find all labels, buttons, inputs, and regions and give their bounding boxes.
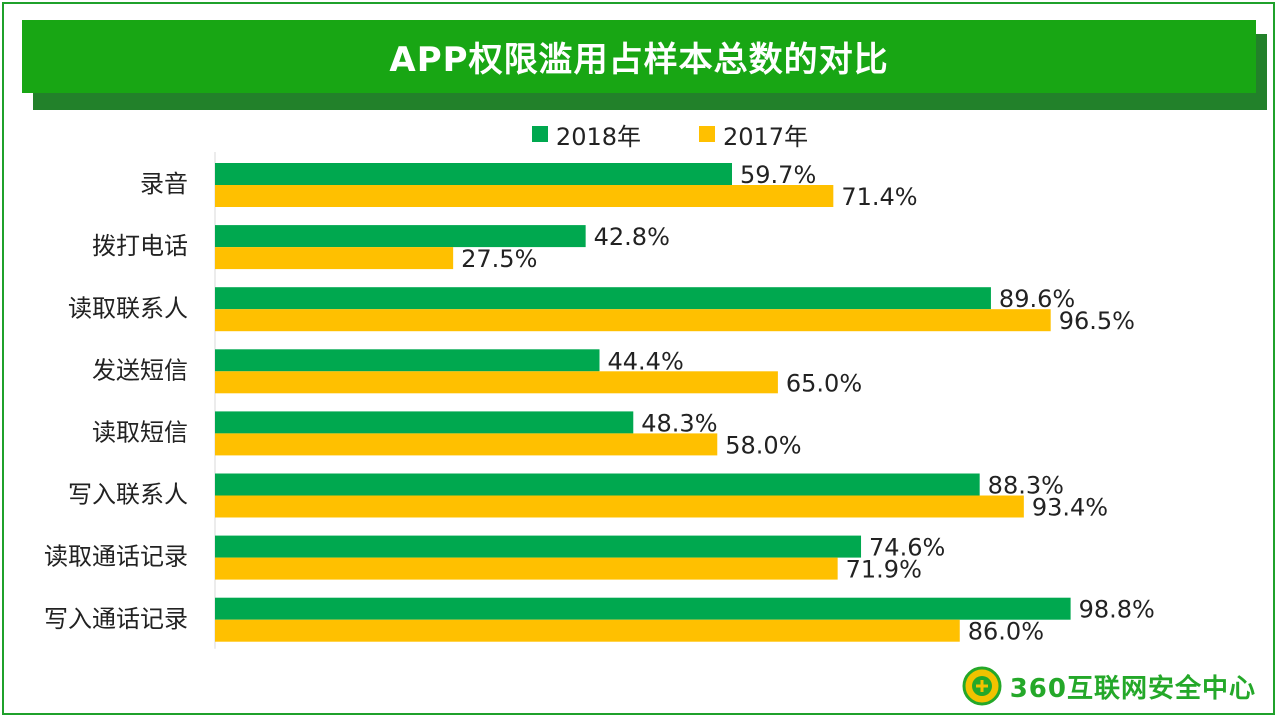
bar-2017 xyxy=(215,433,718,456)
data-label-2017: 86.0% xyxy=(968,618,1044,646)
bar-2017 xyxy=(215,309,1051,332)
bar-2017 xyxy=(215,495,1024,518)
chart-legend: 2018年 2017年 xyxy=(0,116,1280,152)
data-label-2017: 93.4% xyxy=(1032,494,1108,522)
legend-item-2017: 2017年 xyxy=(699,117,808,152)
category-label: 写入通话记录 xyxy=(44,605,188,633)
data-label-2017: 27.5% xyxy=(461,245,537,273)
bar-2017 xyxy=(215,185,834,207)
legend-label-2017: 2017年 xyxy=(723,122,809,151)
data-label-2017: 65.0% xyxy=(786,369,862,397)
data-label-2018: 44.4% xyxy=(608,347,684,375)
bar-2017 xyxy=(215,619,960,642)
data-label-2018: 42.8% xyxy=(594,223,670,251)
legend-swatch-2017 xyxy=(699,126,715,142)
data-label-2018: 98.8% xyxy=(1079,596,1155,624)
data-label-2017: 71.4% xyxy=(841,183,917,211)
data-label-2018: 88.3% xyxy=(988,472,1064,500)
bar-2018 xyxy=(215,597,1071,620)
bar-2017 xyxy=(215,371,778,394)
category-label: 发送短信 xyxy=(92,356,188,384)
data-label-2017: 58.0% xyxy=(725,431,801,459)
logo-text: 360互联网安全中心 xyxy=(1009,673,1256,704)
title-banner: APP权限滥用占样本总数的对比 xyxy=(22,20,1256,93)
data-label-2017: 71.9% xyxy=(846,556,922,584)
category-label: 录音 xyxy=(140,170,188,198)
legend-item-2018: 2018年 xyxy=(531,117,641,152)
category-label: 读取短信 xyxy=(92,418,188,446)
category-label: 写入联系人 xyxy=(68,481,188,509)
logo-emblem-icon xyxy=(962,666,1002,706)
legend-label-2018: 2018年 xyxy=(555,122,641,151)
bar-2018 xyxy=(215,225,586,248)
data-label-2018: 59.7% xyxy=(740,161,816,189)
category-label: 读取联系人 xyxy=(68,294,188,322)
bar-2018 xyxy=(215,163,733,185)
legend-swatch-2018 xyxy=(531,126,548,142)
brand-logo: 360互联网安全中心 xyxy=(962,666,1256,706)
bar-2018 xyxy=(215,535,862,558)
data-label-2018: 89.6% xyxy=(999,285,1075,313)
bar-2018 xyxy=(215,287,991,310)
bar-2018 xyxy=(215,411,634,434)
chart-title: APP权限滥用占样本总数的对比 xyxy=(389,40,889,80)
category-label: 读取通话记录 xyxy=(44,543,188,571)
bar-2018 xyxy=(215,349,600,372)
bar-2017 xyxy=(215,247,454,270)
category-label: 拨打电话 xyxy=(92,232,188,260)
bar-2017 xyxy=(215,557,838,580)
data-label-2017: 96.5% xyxy=(1059,307,1135,335)
bar-2018 xyxy=(215,473,980,496)
data-label-2018: 48.3% xyxy=(641,409,717,437)
data-label-2018: 74.6% xyxy=(869,534,945,562)
